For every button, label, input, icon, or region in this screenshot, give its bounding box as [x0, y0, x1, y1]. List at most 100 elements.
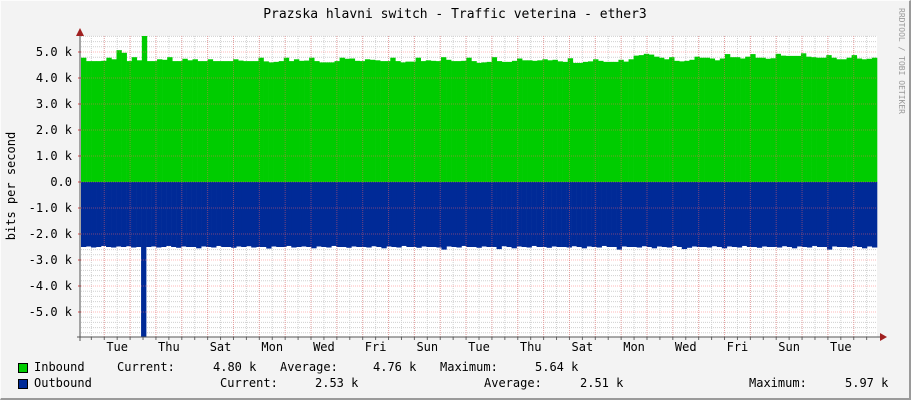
outbound-bar — [271, 182, 277, 247]
outbound-bar — [751, 182, 758, 247]
inbound-bar — [278, 61, 285, 182]
inbound-bar — [729, 57, 736, 183]
x-tick-label: Wed — [313, 340, 335, 354]
inbound-bar — [724, 54, 731, 182]
x-tick-labels: Tue Thu Sat Mon Wed Fri Sun Tue Thu Sat Mon Wed Fri S… — [106, 340, 851, 354]
inbound-bar — [304, 60, 310, 182]
inbound-bar — [293, 59, 300, 182]
watermark: RRDTOOL / TOBI OETIKER — [897, 8, 906, 114]
inbound-bar — [182, 58, 188, 183]
outbound-bar — [291, 182, 297, 248]
inbound-bar — [664, 59, 670, 182]
outbound-bar — [841, 182, 848, 247]
x-tick-label: Fri — [365, 340, 387, 354]
outbound-bar — [131, 182, 137, 248]
inbound-bar — [121, 52, 127, 182]
outbound-bar — [386, 182, 392, 247]
inbound-bar — [719, 58, 726, 182]
outbound-bar — [716, 182, 723, 247]
outbound-bar — [296, 182, 302, 247]
outbound-bar — [276, 182, 282, 247]
outbound-swatch — [18, 379, 28, 389]
outbound-bar — [191, 182, 197, 247]
outbound-bar — [651, 182, 658, 249]
outbound-bar — [696, 182, 703, 247]
outbound-bar — [481, 182, 487, 247]
inbound-bar — [871, 57, 878, 182]
outbound-bar — [461, 182, 467, 246]
inbound-bar — [446, 59, 452, 182]
inbound-bar — [273, 61, 280, 182]
inbound-bar — [785, 55, 792, 182]
outbound-bar — [141, 182, 147, 337]
inbound-bar — [694, 56, 700, 182]
y-tick-label: 2.0 k — [36, 123, 73, 137]
x-tick-label: Sun — [416, 340, 438, 354]
x-tick-label: Tue — [106, 340, 128, 354]
inbound-bar — [598, 60, 604, 183]
inbound-current-value: 4.80 k — [213, 360, 257, 374]
outbound-current-value: 2.53 k — [315, 376, 359, 390]
y-tick-label: -3.0 k — [29, 253, 73, 267]
inbound-bar — [228, 61, 234, 182]
inbound-bar — [197, 61, 203, 182]
outbound-bar — [686, 182, 693, 248]
outbound-bar — [266, 182, 272, 249]
outbound-bar — [856, 182, 863, 247]
inbound-bar — [243, 61, 249, 182]
inbound-bar — [192, 59, 198, 182]
y-tick-label: -2.0 k — [29, 227, 73, 241]
outbound-bar — [166, 182, 172, 246]
outbound-bar — [501, 182, 507, 247]
x-tick-label: Sun — [778, 340, 800, 354]
outbound-bar — [396, 182, 402, 248]
outbound-bar — [111, 182, 117, 248]
inbound-bar — [86, 61, 92, 182]
outbound-average-label: Average: — [484, 376, 542, 390]
inbound-bar — [704, 57, 710, 182]
inbound-bar — [816, 57, 822, 182]
inbound-bar — [689, 59, 695, 182]
outbound-bar — [101, 182, 107, 246]
inbound-bar — [866, 58, 873, 183]
outbound-bar — [521, 182, 527, 247]
outbound-bar — [601, 182, 607, 246]
inbound-bar — [466, 57, 472, 182]
outbound-bar — [616, 182, 622, 250]
outbound-bar — [436, 182, 442, 248]
inbound-bar — [354, 60, 361, 183]
outbound-bar — [531, 182, 537, 246]
inbound-bar — [461, 60, 467, 183]
outbound-bar — [306, 182, 312, 247]
outbound-bar — [176, 182, 182, 248]
outbound-bar — [371, 182, 377, 247]
inbound-bar — [248, 61, 254, 182]
outbound-bar — [226, 182, 232, 247]
outbound-bar — [341, 182, 347, 247]
y-tick-label: 4.0 k — [36, 71, 73, 85]
inbound-bar — [299, 60, 305, 183]
inbound-maximum-label: Maximum: — [440, 360, 498, 374]
outbound-bar — [146, 182, 152, 247]
outbound-average-value: 2.51 k — [580, 376, 624, 390]
inbound-bar — [486, 61, 492, 182]
inbound-bar — [329, 62, 335, 182]
inbound-bar — [435, 61, 442, 182]
inbound-bar — [745, 56, 751, 182]
outbound-bar — [671, 182, 678, 246]
outbound-bar — [126, 182, 132, 247]
inbound-bar — [750, 54, 756, 182]
outbound-bar — [816, 182, 823, 247]
outbound-bar — [451, 182, 457, 247]
inbound-bar — [131, 57, 138, 183]
outbound-bar — [426, 182, 432, 247]
outbound-bar — [511, 182, 517, 249]
inbound-bar — [790, 55, 797, 182]
y-tick-label: -4.0 k — [29, 279, 73, 293]
outbound-bar — [346, 182, 352, 248]
inbound-bar — [238, 60, 244, 182]
inbound-bar — [430, 60, 437, 183]
inbound-bar — [836, 59, 842, 182]
inbound-bar — [841, 59, 847, 182]
inbound-bar — [755, 57, 761, 182]
